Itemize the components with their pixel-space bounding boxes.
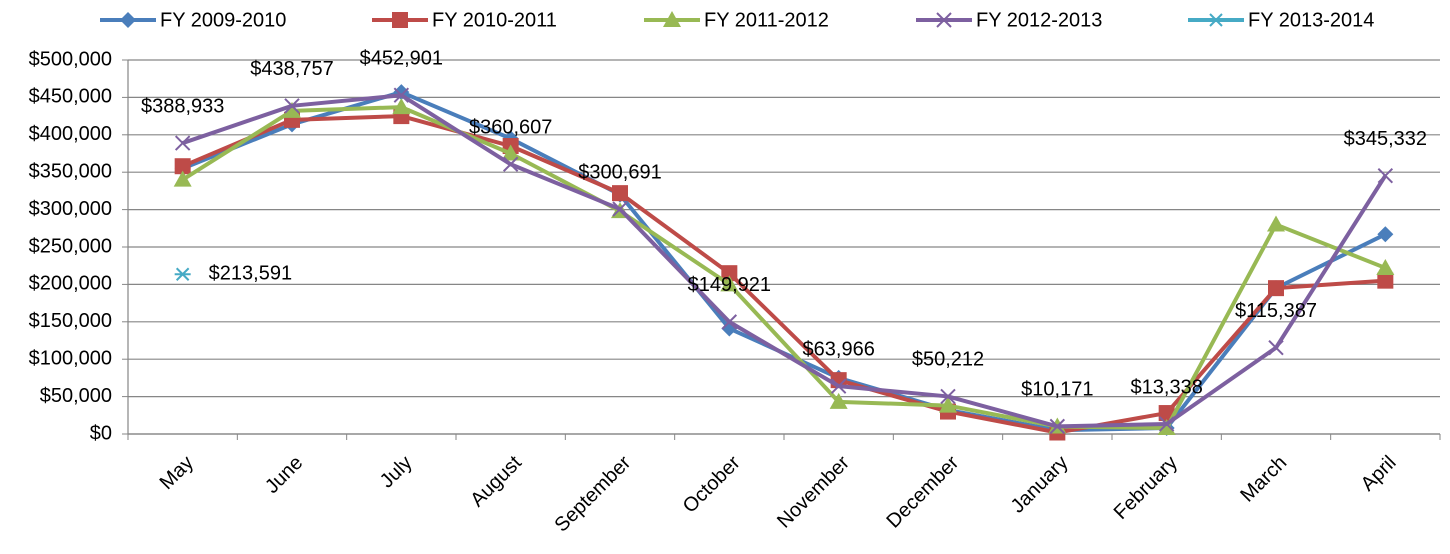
marker — [721, 314, 738, 330]
marker — [501, 144, 520, 161]
legend-label: FY 2012-2013 — [976, 9, 1102, 31]
y-tick-label: $250,000 — [29, 235, 112, 257]
marker — [612, 201, 628, 217]
x-tick-label: February — [1110, 452, 1182, 524]
series-line — [182, 93, 1388, 429]
marker — [1377, 226, 1394, 243]
marker — [720, 275, 739, 292]
y-tick-label: $500,000 — [29, 48, 112, 70]
y-tick-label: $200,000 — [29, 273, 112, 295]
marker — [829, 392, 848, 409]
marker — [1158, 416, 1175, 432]
marker — [392, 98, 411, 115]
data-label: $388,933 — [141, 95, 224, 117]
marker — [830, 378, 847, 394]
data-label: $149,921 — [688, 274, 771, 296]
legend-item: FY 2011-2012 — [644, 9, 829, 31]
marker — [1377, 272, 1394, 289]
y-tick-label: $450,000 — [29, 86, 112, 108]
y-tick-label: $100,000 — [29, 347, 112, 369]
marker — [663, 11, 681, 27]
series-line — [181, 90, 1387, 433]
x-tick-label: September — [551, 451, 636, 536]
x-tick-label: June — [261, 452, 307, 498]
marker — [502, 156, 519, 172]
legend-label: FY 2011-2012 — [704, 9, 829, 31]
data-label: $50,212 — [912, 349, 984, 371]
x-tick-label: May — [156, 452, 198, 494]
legend-item: FY 2013-2014 — [1188, 9, 1374, 31]
data-label: $115,387 — [1235, 300, 1317, 322]
x-tick-label: January — [1007, 452, 1073, 518]
data-label: $63,966 — [803, 338, 875, 360]
marker — [174, 267, 191, 281]
x-tick-label: April — [1357, 452, 1401, 496]
legend-item: FY 2012-2013 — [916, 9, 1102, 31]
marker — [173, 170, 192, 187]
data-label: $10,171 — [1021, 379, 1093, 401]
marker — [1049, 418, 1066, 435]
x-tick-label: March — [1236, 452, 1291, 507]
marker — [721, 265, 738, 282]
legend-item: FY 2009-2010 — [100, 9, 286, 31]
x-tick-label: August — [466, 451, 526, 511]
data-label: $300,691 — [578, 161, 661, 183]
x-tick-label: December — [882, 451, 963, 532]
y-tick-label: $350,000 — [29, 160, 112, 182]
marker — [1157, 419, 1176, 436]
marker — [284, 98, 300, 114]
marker — [1376, 258, 1395, 275]
legend-label: FY 2010-2011 — [432, 9, 557, 31]
marker — [940, 388, 956, 405]
y-tick-label: $150,000 — [29, 310, 112, 332]
series-line — [181, 114, 1386, 435]
marker — [283, 101, 301, 118]
marker — [393, 87, 410, 103]
marker — [120, 12, 136, 28]
marker — [612, 185, 628, 202]
marker — [1268, 339, 1284, 356]
marker — [174, 158, 191, 175]
marker — [939, 396, 957, 413]
data-label: $360,607 — [469, 117, 552, 139]
marker — [1377, 167, 1394, 184]
data-label: $13,338 — [1131, 376, 1203, 398]
legend-item: FY 2010-2011 — [372, 9, 557, 31]
x-tick-label: July — [376, 452, 417, 493]
series-line — [181, 105, 1387, 431]
legend-label: FY 2013-2014 — [1248, 9, 1374, 31]
data-label: $452,901 — [360, 48, 443, 70]
marker — [1268, 280, 1284, 297]
y-tick-label: $0 — [90, 422, 112, 444]
data-label: $345,332 — [1344, 128, 1427, 150]
marker — [392, 12, 408, 28]
marker — [174, 135, 191, 151]
marker — [1208, 13, 1224, 27]
y-tick-label: $300,000 — [29, 198, 112, 220]
marker — [936, 12, 952, 28]
x-tick-label: October — [679, 451, 745, 517]
legend-label: FY 2009-2010 — [160, 9, 286, 31]
data-label: $438,757 — [250, 58, 333, 80]
y-tick-label: $50,000 — [40, 385, 112, 407]
marker — [1267, 215, 1285, 232]
x-tick-label: November — [773, 451, 854, 532]
data-label: $213,591 — [209, 263, 292, 285]
y-tick-label: $400,000 — [29, 123, 112, 145]
